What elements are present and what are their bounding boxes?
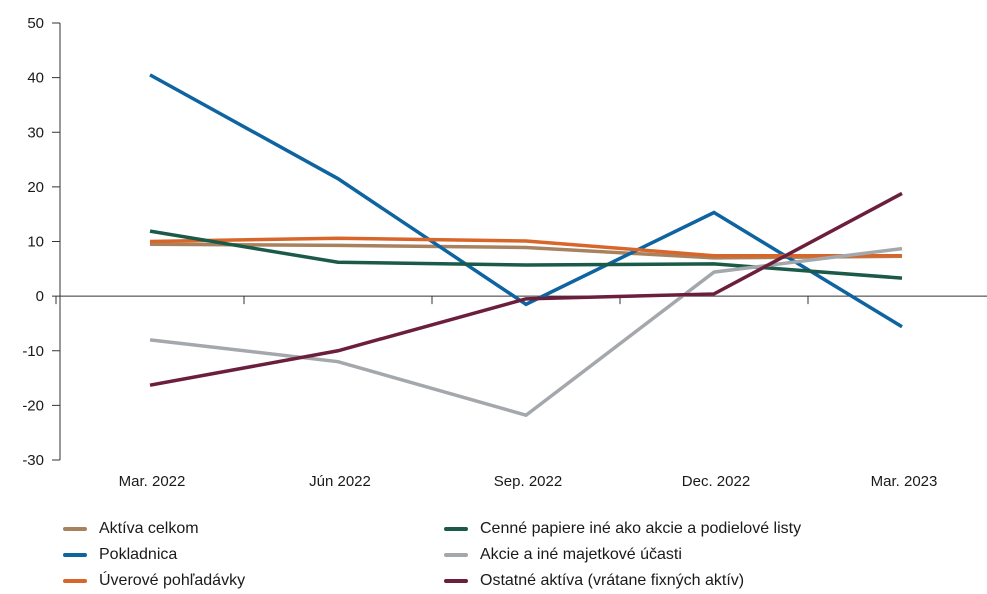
series-line-4 — [149, 246, 903, 418]
y-tick-label: 10 — [27, 234, 44, 251]
y-tick-label: 50 — [27, 15, 44, 32]
y-tick-label: -20 — [22, 397, 44, 414]
x-tick-label: Mar. 2022 — [119, 473, 186, 490]
y-tick-label: -10 — [22, 343, 44, 360]
x-tick-label: Mar. 2023 — [871, 473, 938, 490]
x-tick-label: Sep. 2022 — [494, 473, 562, 490]
series-line-1 — [149, 73, 903, 329]
y-tick-label: 40 — [27, 70, 44, 87]
series-line-5 — [149, 191, 903, 387]
y-tick-label: 30 — [27, 124, 44, 141]
series-line-3 — [149, 229, 903, 280]
y-tick-label: 0 — [36, 288, 44, 305]
x-tick-label: Jún 2022 — [309, 473, 371, 490]
y-tick-label: 20 — [27, 179, 44, 196]
x-tick-label: Dec. 2022 — [682, 473, 750, 490]
y-tick-label: -30 — [22, 452, 44, 469]
chart-tick-labels: -30 -20 -10 0 10 20 30 40 50 Mar. 2022 Jún 2022 Sep… — [22, 15, 937, 490]
series-line-2 — [149, 236, 902, 258]
chart-axes — [52, 22, 987, 461]
chart-series-lines — [149, 73, 903, 418]
